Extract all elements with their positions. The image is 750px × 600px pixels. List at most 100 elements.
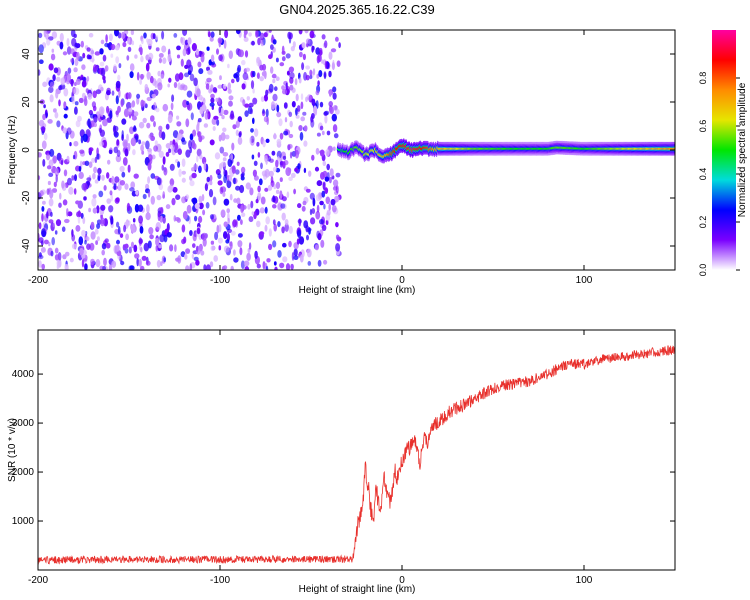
noise-speckle: [281, 85, 286, 91]
noise-speckle: [176, 54, 181, 59]
noise-speckle: [286, 70, 290, 76]
noise-speckle: [210, 54, 215, 63]
noise-speckle: [138, 238, 143, 244]
noise-speckle: [272, 78, 276, 84]
noise-speckle: [244, 110, 249, 117]
noise-speckle: [244, 50, 249, 58]
noise-speckle: [136, 257, 139, 267]
noise-speckle: [218, 54, 223, 62]
noise-speckle: [158, 53, 164, 58]
noise-speckle: [124, 248, 129, 254]
noise-speckle: [217, 96, 221, 105]
noise-speckle: [182, 99, 188, 108]
noise-speckle: [102, 118, 108, 127]
noise-speckle: [69, 48, 75, 55]
noise-speckle: [247, 203, 251, 210]
noise-speckle: [155, 47, 160, 52]
noise-speckle: [40, 247, 46, 253]
noise-speckle: [192, 143, 197, 150]
noise-speckle: [39, 190, 44, 197]
noise-speckle: [106, 105, 110, 114]
noise-speckle: [127, 164, 131, 173]
noise-speckle: [79, 247, 84, 256]
noise-speckle: [237, 233, 243, 238]
noise-speckle: [140, 144, 145, 152]
noise-speckle: [325, 196, 331, 205]
noise-speckle: [41, 263, 45, 270]
noise-speckle: [324, 40, 328, 49]
noise-speckle: [103, 185, 107, 191]
noise-speckle: [40, 240, 44, 246]
noise-speckle: [203, 161, 207, 171]
noise-speckle: [81, 64, 86, 70]
noise-speckle: [289, 120, 293, 128]
noise-speckle: [221, 115, 225, 120]
noise-speckle: [222, 152, 229, 157]
noise-speckle: [264, 206, 268, 214]
noise-speckle: [204, 111, 209, 120]
noise-speckle: [69, 257, 74, 263]
noise-speckle: [332, 124, 338, 133]
noise-speckle: [156, 177, 162, 186]
noise-speckle: [267, 184, 273, 191]
noise-speckle: [335, 36, 339, 42]
noise-speckle: [173, 33, 178, 38]
noise-speckle: [153, 121, 156, 128]
noise-speckle: [214, 231, 219, 241]
noise-speckle: [239, 184, 245, 194]
noise-speckle: [297, 229, 302, 238]
noise-speckle: [320, 172, 325, 180]
noise-speckle: [198, 195, 203, 204]
noise-speckle: [156, 194, 162, 201]
noise-speckle: [300, 101, 304, 110]
noise-speckle: [235, 169, 240, 175]
noise-speckle: [102, 139, 108, 149]
noise-speckle: [106, 90, 111, 96]
noise-speckle: [222, 157, 227, 162]
noise-speckle: [271, 73, 277, 79]
noise-speckle: [228, 95, 234, 101]
noise-speckle: [333, 133, 339, 139]
noise-speckle: [307, 261, 312, 266]
noise-speckle: [223, 198, 230, 206]
noise-speckle: [270, 66, 274, 74]
noise-speckle: [312, 197, 316, 207]
noise-speckle: [158, 150, 164, 158]
y-tick-label: 3000: [12, 418, 35, 429]
noise-speckle: [186, 100, 190, 106]
noise-speckle: [55, 90, 59, 99]
noise-speckle: [176, 45, 181, 51]
noise-speckle: [192, 233, 197, 242]
noise-speckle: [148, 134, 153, 139]
noise-speckle: [163, 234, 168, 243]
noise-speckle: [49, 94, 54, 103]
noise-speckle: [59, 32, 64, 42]
noise-speckle: [243, 30, 248, 35]
noise-speckle: [113, 183, 117, 191]
noise-speckle: [71, 243, 77, 250]
noise-speckle: [321, 190, 326, 198]
noise-speckle: [324, 187, 329, 195]
noise-speckle: [120, 31, 126, 40]
noise-speckle: [54, 247, 59, 254]
noise-speckle: [210, 240, 215, 245]
noise-speckle: [309, 208, 313, 216]
noise-speckle: [252, 88, 255, 94]
noise-speckle: [185, 149, 191, 158]
noise-speckle: [274, 266, 278, 270]
y-tick-label: -20: [21, 190, 32, 205]
noise-speckle: [167, 185, 173, 193]
noise-speckle: [93, 64, 97, 73]
noise-speckle: [48, 219, 54, 224]
noise-speckle: [309, 30, 315, 39]
noise-speckle: [64, 265, 69, 270]
noise-speckle: [122, 157, 128, 166]
noise-speckle: [277, 250, 282, 258]
noise-speckle: [181, 170, 186, 175]
noise-speckle: [178, 168, 182, 178]
noise-speckle: [186, 204, 192, 214]
noise-speckle: [38, 69, 41, 76]
noise-speckle: [198, 202, 204, 210]
noise-speckle: [85, 88, 89, 93]
noise-speckle: [158, 125, 163, 132]
